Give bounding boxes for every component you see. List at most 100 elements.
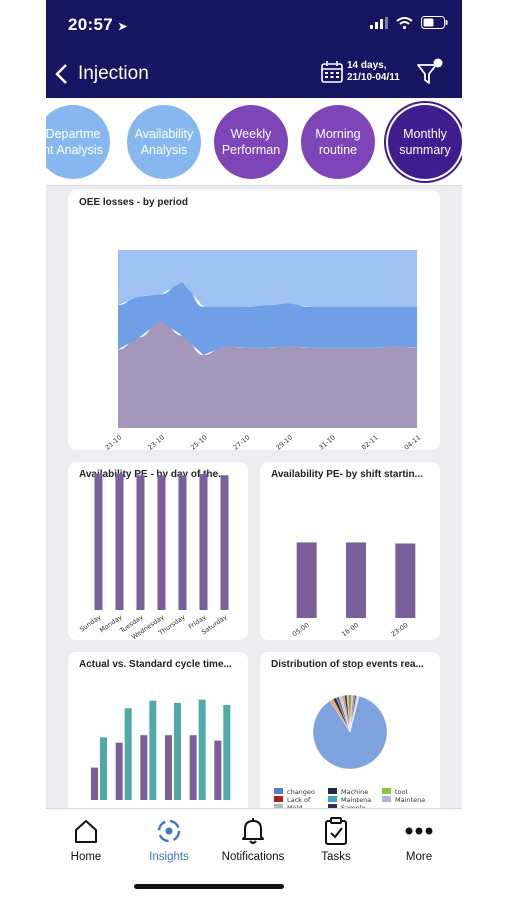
chip-label: Weekly [230,127,272,141]
availability-day-bar [157,475,166,610]
card-oee-losses[interactable]: OEE losses - by period 21-10 23-10 25-10 27… [68,190,440,450]
availability-shift-x-tick-label: 05:00 [291,621,311,638]
availability-day-bar [220,475,229,610]
cycle-time-bar [115,742,123,800]
phone-screen: 20:57 ➤ Injection 14 days, 21/10-04/11 D… [46,0,462,900]
card-title: Availability PE - by day of the... [79,469,227,480]
tab-tasks[interactable]: Tasks [296,817,376,863]
availability-day-bar [199,473,208,610]
cycle-time-bar [100,737,107,800]
legend-swatch [328,788,337,794]
availability-shift-x-tick-label: 16:00 [340,621,360,638]
oee-x-tick-label: 29-10 [275,433,295,450]
availability-shift-bar [296,542,317,618]
cycle-time-bar [198,699,206,800]
tab-home[interactable]: Home [46,817,126,863]
card-availability-shift[interactable]: Availability PE- by shift startin... 05:… [260,462,440,640]
cycle-time-bar [165,735,172,800]
more-dots-icon [405,827,433,835]
oee-area-series-1 [118,282,417,356]
cycle-time-bar [214,740,222,800]
legend-label: Maintena [341,796,371,804]
chip-morning-routine[interactable]: Morning routine [301,105,375,179]
legend-swatch [328,804,337,810]
oee-area-series-2 [118,250,417,307]
card-title: OEE losses - by period [79,197,188,208]
chip-availability-analysis[interactable]: Availability Analysis [127,105,201,179]
clipboard-icon [325,817,347,845]
card-cycle-time[interactable]: Actual vs. Standard cycle time... [68,652,248,822]
chip-label: routine [318,143,358,157]
chip-label: Availability [134,127,194,141]
availability-day-bar [94,473,103,610]
status-time: 20:57 ➤ [68,15,128,35]
cycle-time-bar [223,704,231,800]
oee-x-tick-label: 02-11 [360,433,380,450]
chip-department-analysis[interactable]: Departme nt Analysis [46,105,110,179]
legend-swatch [382,788,391,794]
chip-label: Departme [46,127,101,141]
cycle-time-bar-chart [91,699,231,800]
tab-label: Tasks [321,851,351,863]
oee-x-tick-label: 21-10 [104,433,124,450]
pie-slice [312,695,388,770]
battery-icon [421,16,448,29]
tab-insights[interactable]: Insights [129,817,209,863]
status-time-text: 20:57 [68,15,113,34]
legend-swatch [274,788,283,794]
cycle-time-bar [189,735,197,800]
date-range-dates: 21/10-04/11 [347,72,400,83]
oee-x-tick-label: 04-11 [403,433,423,450]
back-button[interactable] [54,60,74,88]
chip-monthly-summary[interactable]: Monthly summary [388,105,462,179]
cycle-time-bar [140,735,148,800]
legend-swatch [382,796,391,802]
tab-label: More [405,851,433,863]
cycle-time-bar [124,708,132,800]
dashboard-chips: Departme nt Analysis Availability Analysis… [46,98,462,186]
chip-label: Performan [221,143,281,157]
wifi-icon [396,16,413,29]
card-stop-events[interactable]: Distribution of stop events rea... chang… [260,652,440,822]
availability-day-bar [115,473,124,610]
legend-swatch [328,796,337,802]
legend-label: Maintena [395,796,425,804]
cycle-time-bar [149,700,157,800]
tab-label: Insights [149,851,189,863]
date-range-button[interactable]: 14 days, 21/10-04/11 [321,60,400,84]
chip-label: Morning [315,127,361,141]
oee-x-tick-label: 27-10 [232,433,252,450]
legend-label: changeo [287,788,315,796]
oee-area-chart: 21-10 23-10 25-10 27-10 29-10 31-10 02-11 04-11 [104,250,423,450]
chip-label: Analysis [140,143,188,157]
filter-button[interactable] [416,58,446,86]
availability-shift-bar [346,542,366,618]
cycle-time-bar [174,702,181,800]
availability-day-bar [178,475,187,610]
tab-more[interactable]: More [379,817,459,863]
availability-shift-bar-chart: 05:00 16:00 23:00 [291,542,416,638]
oee-area-series-0 [118,321,417,428]
chip-label: Monthly [403,127,447,141]
bell-icon [242,818,264,844]
stop-events-pie-chart: changeo Machine tool Lack of Maintena Mainten… [274,694,425,812]
legend-label: Lack of [287,796,311,804]
card-title: Distribution of stop events rea... [271,659,424,670]
card-availability-day[interactable]: Availability PE - by day of the... Sunda… [68,462,248,640]
tab-notifications[interactable]: Notifications [213,817,293,863]
chip-label: summary [399,143,451,157]
insights-icon [157,819,181,843]
legend-label: tool [395,788,408,796]
chip-weekly-performance[interactable]: Weekly Performan [214,105,288,179]
tab-label: Home [70,851,102,863]
filter-icon [417,58,443,84]
legend-swatch [274,796,283,802]
availability-shift-bar [395,543,416,618]
signal-icon [370,16,388,29]
oee-x-tick-label: 23-10 [146,433,166,450]
chevron-left-icon [55,64,67,84]
legend-swatch [274,804,283,810]
location-arrow-icon: ➤ [118,21,128,33]
card-title: Actual vs. Standard cycle time... [79,659,232,670]
